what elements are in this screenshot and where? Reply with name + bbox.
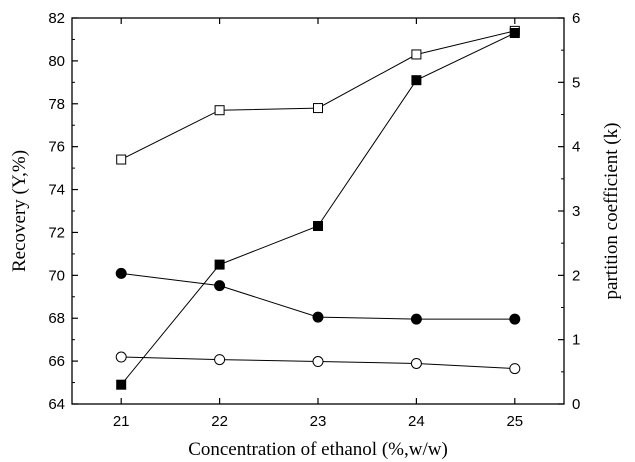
data-point-filled-square [509, 28, 520, 39]
data-point-open-circle [410, 357, 422, 369]
data-point-open-circle [214, 354, 226, 366]
y-axis-label: Recovery (Y,%) [9, 150, 30, 272]
y2-tick-label: 3 [572, 203, 580, 220]
series-line-filled-square [120, 32, 516, 386]
y2-tick-label: 2 [572, 267, 580, 284]
y-tick-label: 74 [48, 182, 65, 199]
data-point-filled-circle [214, 280, 226, 292]
data-point-open-circle [509, 363, 521, 375]
series-line-open-square [120, 30, 515, 160]
plot-frame [71, 17, 565, 405]
y-tick-label: 80 [48, 53, 65, 70]
x-tick-label: 21 [113, 413, 130, 430]
data-point-open-circle [115, 351, 127, 363]
y-tick-label: 82 [48, 10, 65, 27]
x-tick-label: 25 [506, 413, 523, 430]
x-tick-label: 23 [310, 413, 327, 430]
data-point-filled-square [116, 379, 127, 390]
data-point-open-square [214, 105, 225, 116]
y-tick-label: 78 [48, 96, 65, 113]
x-tick-label: 22 [211, 413, 228, 430]
y-tick-label: 72 [48, 224, 65, 241]
y2-tick-label: 5 [572, 74, 580, 91]
data-point-filled-circle [410, 313, 422, 325]
y2-tick-label: 0 [572, 396, 580, 413]
x-axis-label: Concentration of ethanol (%,w/w) [188, 439, 448, 460]
data-point-filled-circle [509, 313, 521, 325]
y-tick-label: 76 [48, 139, 65, 156]
series-layer [115, 25, 521, 390]
y2-axis-label: partition coefficient (k) [601, 123, 622, 300]
data-point-filled-square [214, 259, 225, 270]
data-point-filled-square [313, 221, 323, 232]
data-point-open-circle [312, 356, 324, 368]
data-point-open-square [116, 154, 127, 165]
y2-tick-label: 6 [572, 10, 580, 27]
data-point-filled-circle [312, 311, 324, 323]
y2-tick-label: 4 [572, 139, 580, 156]
y-tick-label: 64 [48, 396, 65, 413]
y-tick-label: 66 [48, 353, 65, 370]
data-point-open-square [313, 103, 323, 114]
data-point-filled-circle [115, 267, 127, 279]
y2-tick-label: 1 [572, 332, 580, 349]
data-point-open-square [411, 49, 422, 60]
y-tick-label: 68 [48, 310, 65, 327]
x-tick-label: 24 [408, 413, 425, 430]
y-tick-label: 70 [48, 267, 65, 284]
data-point-filled-square [411, 75, 422, 86]
